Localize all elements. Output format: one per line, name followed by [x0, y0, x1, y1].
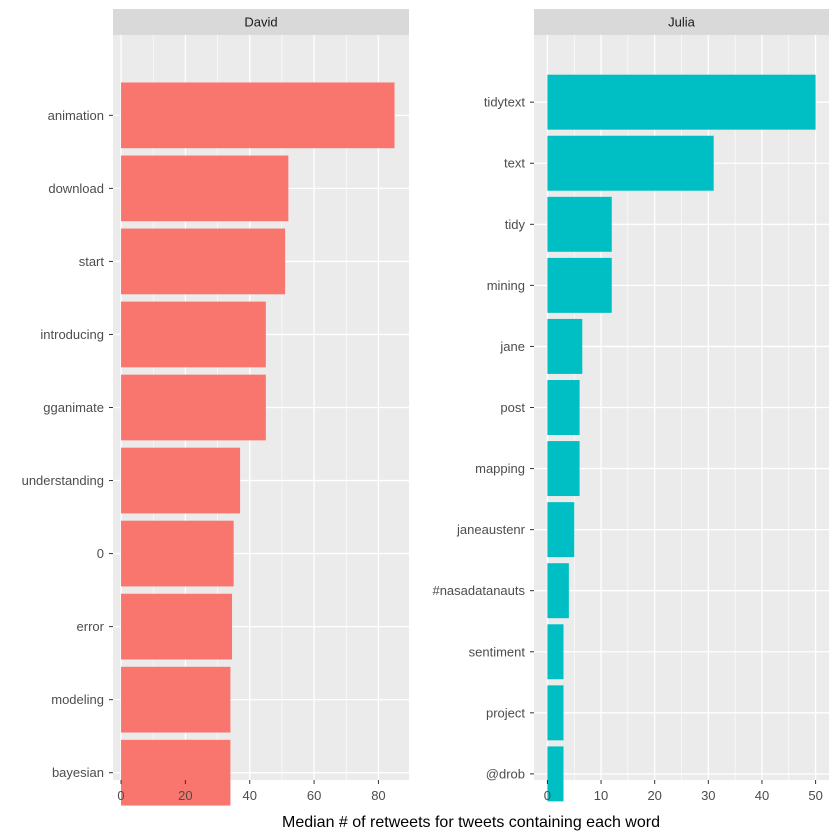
x-tick-label: 50 — [808, 788, 822, 803]
y-tick-label: 0 — [97, 546, 104, 561]
facet-strip-label: Julia — [668, 15, 696, 30]
x-tick-label: 20 — [178, 788, 192, 803]
bar--drob — [547, 746, 564, 802]
y-tick-label: #nasadatanauts — [432, 583, 525, 598]
facet-strip-label: David — [244, 15, 277, 30]
bar-0 — [121, 520, 234, 587]
y-tick-label: text — [504, 156, 525, 171]
bar-start — [121, 228, 286, 295]
x-axis-title: Median # of retweets for tweets containi… — [282, 814, 660, 831]
bar-error — [121, 593, 233, 660]
x-tick-label: 80 — [371, 788, 385, 803]
y-tick-label: mapping — [475, 461, 525, 476]
bar-modeling — [121, 666, 231, 733]
x-tick-label: 40 — [243, 788, 257, 803]
y-tick-label: introducing — [40, 327, 104, 342]
bar-text — [547, 135, 714, 191]
y-tick-label: bayesian — [52, 765, 104, 780]
y-tick-label: post — [500, 400, 525, 415]
bar-gganimate — [121, 374, 266, 441]
y-tick-label: janeaustenr — [456, 522, 526, 537]
y-tick-label: animation — [48, 108, 104, 123]
x-tick-label: 0 — [544, 788, 551, 803]
bar-animation — [121, 82, 395, 149]
x-tick-label: 20 — [647, 788, 661, 803]
bar-introducing — [121, 301, 266, 368]
facet-strip — [113, 9, 409, 35]
bar-bayesian — [121, 739, 231, 806]
bar-mining — [547, 257, 612, 313]
y-tick-label: start — [79, 254, 105, 269]
bar-janeaustenr — [547, 502, 575, 558]
facet-strip — [534, 9, 829, 35]
bar-jane — [547, 318, 583, 374]
y-tick-label: modeling — [51, 692, 104, 707]
y-tick-label: @drob — [486, 766, 525, 781]
y-tick-label: project — [486, 705, 525, 720]
bar-mapping — [547, 441, 580, 497]
panels: David animation download start introducing gg… — [22, 9, 829, 806]
y-tick-label: jane — [499, 339, 525, 354]
bar-post — [547, 380, 580, 435]
x-tick-label: 0 — [117, 788, 124, 803]
y-tick-label: gganimate — [43, 400, 104, 415]
bar-tidytext — [547, 74, 816, 130]
bar-sentiment — [547, 624, 564, 680]
y-tick-label: tidytext — [484, 95, 526, 110]
x-tick-label: 60 — [307, 788, 321, 803]
y-tick-label: error — [77, 619, 105, 634]
bar--nasadatanauts — [547, 563, 569, 619]
x-tick-label: 30 — [701, 788, 715, 803]
x-tick-label: 40 — [755, 788, 769, 803]
y-tick-label: download — [48, 181, 104, 196]
panel-david: David animation download start introducing gg… — [22, 9, 409, 806]
x-tick-label: 10 — [594, 788, 608, 803]
y-tick-label: mining — [487, 278, 525, 293]
panel-julia: Julia tidytext text tidy mining jane post mappi… — [432, 9, 829, 803]
y-tick-label: sentiment — [469, 644, 526, 659]
bar-project — [547, 685, 564, 741]
y-tick-label: understanding — [22, 473, 104, 488]
bar-understanding — [121, 447, 241, 514]
bar-download — [121, 155, 289, 222]
bar-tidy — [547, 196, 612, 252]
y-tick-label: tidy — [505, 217, 526, 232]
